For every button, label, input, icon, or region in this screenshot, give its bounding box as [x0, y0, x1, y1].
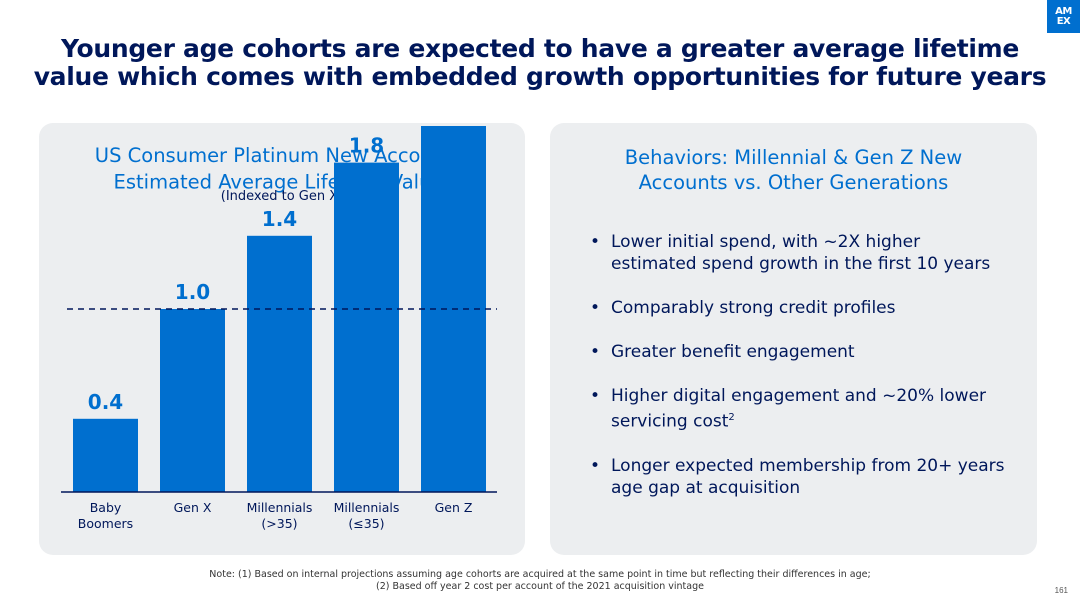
category-label-2-1: (>35) — [261, 516, 297, 531]
data-label-0: 0.4 — [88, 390, 123, 414]
bullet-dot: • — [590, 386, 601, 406]
bullet-dot: • — [590, 232, 601, 252]
bullet-dot: • — [590, 455, 601, 476]
behavior-bullet-4: • Longer expected membership from 20+ yea… — [590, 455, 1030, 499]
page-number: 161 — [1054, 586, 1068, 595]
behavior-bullet-0: • Lower initial spend, with ~2X higher est… — [590, 231, 1030, 275]
page-title-line-1: Younger age cohorts are expected to have… — [60, 34, 1020, 63]
bar-1 — [160, 309, 225, 492]
chart-subtitle: (Indexed to Gen X) — [220, 189, 344, 204]
behaviors-title-line-1: Behaviors: Millennial & Gen Z New — [624, 146, 963, 169]
amex-logo: AM EX — [1047, 0, 1080, 33]
footnote-line-1: Note: (1) Based on internal projections … — [209, 569, 871, 580]
chart-title-line-1: US Consumer Platinum New Accounts, — [94, 144, 470, 167]
behavior-bullet-4-line-0: Longer expected membership from 20+ year… — [611, 455, 1005, 476]
footnote-line-2: (2) Based off year 2 cost per account of… — [376, 581, 704, 592]
behavior-bullet-0-line-0: Lower initial spend, with ~2X higher — [611, 232, 921, 252]
behaviors-title: Behaviors: Millennial & Gen Z New Accoun… — [550, 145, 1037, 195]
behavior-bullet-0-line-1: estimated spend growth in the first 10 y… — [611, 254, 991, 274]
behavior-bullet-2: • Greater benefit engagement — [590, 341, 1030, 363]
category-label-1-0: Gen X — [174, 500, 212, 515]
behavior-bullet-3-line-1: servicing cost — [611, 411, 729, 432]
data-label-1: 1.0 — [175, 280, 210, 304]
data-label-2: 1.4 — [262, 207, 297, 231]
behavior-bullet-3: • Higher digital engagement and ~20% lowe… — [590, 385, 1030, 433]
behavior-bullet-1: • Comparably strong credit profiles — [590, 297, 1030, 319]
bar-0 — [73, 418, 138, 492]
behavior-bullet-2-line-0: Greater benefit engagement — [611, 342, 855, 362]
chart-panel: US Consumer Platinum New Accounts, Estim… — [39, 123, 525, 555]
category-label-3-0: Millennials — [334, 500, 400, 515]
category-label-3-1: (≤35) — [348, 516, 384, 531]
page-title-line-2: value which comes with embedded growth o… — [33, 62, 1047, 91]
behavior-bullet-4-line-1: age gap at acquisition — [611, 477, 801, 498]
category-label-0-0: Baby — [90, 500, 122, 515]
footnote: Note: (1) Based on internal projections … — [0, 569, 1080, 593]
behaviors-title-line-2: Accounts vs. Other Generations — [638, 171, 949, 194]
bar-2 — [247, 235, 312, 493]
behavior-bullet-3-line-0: Higher digital engagement and ~20% lower — [611, 386, 987, 406]
category-label-0-1: Boomers — [78, 516, 133, 531]
behaviors-bullet-list: • Lower initial spend, with ~2X higher est… — [590, 231, 1030, 521]
behavior-bullet-1-line-0: Comparably strong credit profiles — [611, 298, 896, 318]
bullet-dot: • — [590, 342, 601, 362]
data-label-3: 1.8 — [349, 134, 384, 158]
category-label-2-0: Millennials — [247, 500, 313, 515]
footnote-marker: 2 — [728, 412, 735, 423]
page-title: Younger age cohorts are expected to have… — [0, 35, 1080, 91]
category-label-4-0: Gen Z — [435, 500, 473, 515]
bullet-dot: • — [590, 298, 601, 318]
bar-3 — [334, 162, 399, 492]
behaviors-panel: Behaviors: Millennial & Gen Z New Accoun… — [550, 123, 1037, 555]
